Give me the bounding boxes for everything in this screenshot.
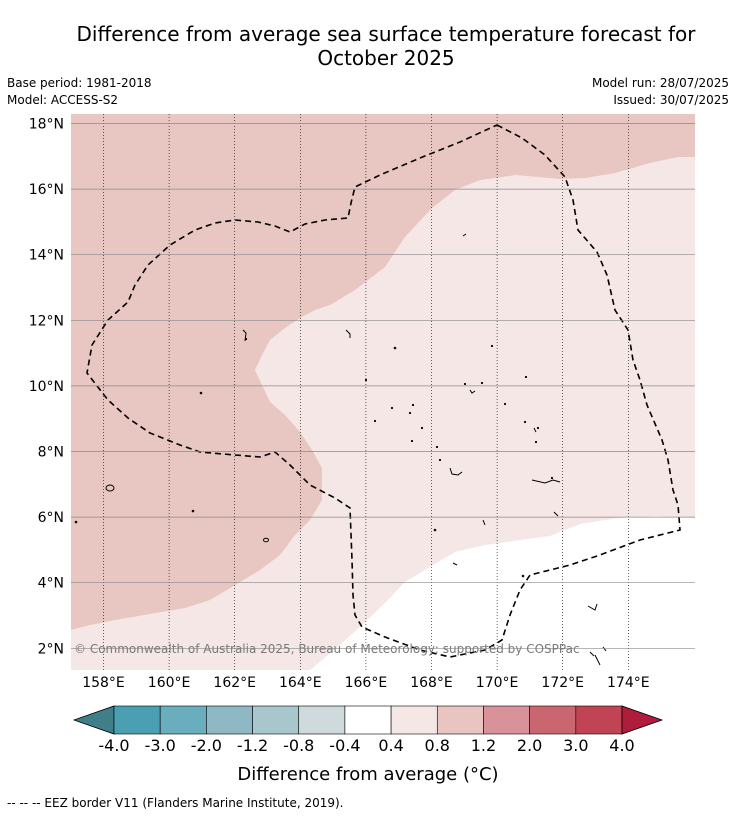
footer-legend-note: -- -- -- EEZ border V11 (Flanders Marine… xyxy=(7,796,344,810)
longitude-tick-label: 170°E xyxy=(476,675,519,691)
colorbar-tick-label: -0.8 xyxy=(283,736,314,755)
colorbar-segment xyxy=(344,705,392,735)
meta-left: Base period: 1981-2018 Model: ACCESS-S2 xyxy=(7,75,152,109)
colorbar-tick-label: 2.0 xyxy=(517,736,542,755)
longitude-tick-label: 158°E xyxy=(82,675,125,691)
colorbar-tick-label: -2.0 xyxy=(191,736,222,755)
eez-border xyxy=(86,124,681,658)
colorbar-extension-low xyxy=(72,705,115,735)
longitude-tick-label: 162°E xyxy=(213,675,256,691)
colorbar-segment xyxy=(298,705,346,735)
colorbar-tick-label: 4.0 xyxy=(609,736,634,755)
island-outlines xyxy=(74,233,607,666)
colorbar-segment xyxy=(483,705,530,735)
colorbar-tick-label: 0.8 xyxy=(425,736,450,755)
colorbar-tick-label: -4.0 xyxy=(98,736,129,755)
latitude-tick-label: 10°N xyxy=(29,379,64,395)
title-line-1: Difference from average sea surface temp… xyxy=(76,22,696,46)
base-period: Base period: 1981-2018 xyxy=(7,76,152,90)
colorbar-label: Difference from average (°C) xyxy=(237,764,498,785)
longitude-tick-label: 160°E xyxy=(148,675,191,691)
colorbar-segment xyxy=(575,705,623,735)
colorbar-segment xyxy=(436,705,484,735)
colorbar-tick-label: -0.4 xyxy=(329,736,360,755)
colorbar-tick-label: 3.0 xyxy=(563,736,588,755)
colorbar-segment xyxy=(159,705,207,735)
anomaly-band-neutral xyxy=(310,516,695,670)
sst-anomaly-map: © Commonwealth of Australia 2025, Bureau… xyxy=(71,114,695,670)
issued-date: Issued: 30/07/2025 xyxy=(613,93,729,107)
colorbar: -4.0 -3.0 -2.0 -1.2 -0.8 -0.4 0.4 0.8 1.2 2.0 3.0 4… xyxy=(72,705,664,755)
colorbar-tick-label: -1.2 xyxy=(237,736,268,755)
latitude-tick-label: 16°N xyxy=(29,182,64,198)
longitude-tick-label: 174°E xyxy=(607,675,650,691)
colorbar-tick-label: 1.2 xyxy=(471,736,496,755)
map-title: Difference from average sea surface temp… xyxy=(0,22,736,70)
longitude-tick-label: 168°E xyxy=(410,675,453,691)
model-run: Model run: 28/07/2025 xyxy=(591,76,729,90)
colorbar-segment xyxy=(206,705,253,735)
latitude-tick-label: 4°N xyxy=(38,576,64,592)
colorbar-segment xyxy=(252,705,300,735)
longitude-axis: 158°E 160°E 162°E 164°E 166°E 168°E 170°E 172°E… xyxy=(82,675,649,691)
model-name: Model: ACCESS-S2 xyxy=(7,93,119,107)
latitude-tick-label: 8°N xyxy=(38,445,64,461)
latitude-tick-label: 18°N xyxy=(29,117,64,133)
colorbar-segment xyxy=(390,705,438,735)
longitude-tick-label: 164°E xyxy=(279,675,322,691)
longitude-tick-label: 166°E xyxy=(345,675,388,691)
title-line-2: October 2025 xyxy=(317,46,455,70)
longitude-tick-label: 172°E xyxy=(541,675,584,691)
colorbar-segment xyxy=(529,705,577,735)
latitude-tick-label: 2°N xyxy=(38,641,64,657)
colorbar-extension-high xyxy=(621,705,664,735)
latitude-tick-label: 12°N xyxy=(29,313,64,329)
colorbar-segment xyxy=(113,705,161,735)
latitude-tick-label: 14°N xyxy=(29,248,64,264)
colorbar-tick-label: 0.4 xyxy=(378,736,403,755)
colorbar-tick-label: -3.0 xyxy=(145,736,176,755)
copyright-notice: © Commonwealth of Australia 2025, Bureau… xyxy=(74,642,580,656)
gridlines xyxy=(71,114,695,670)
latitude-axis: 18°N 16°N 14°N 12°N 10°N 8°N 6°N 4°N 2°N xyxy=(29,117,64,658)
latitude-tick-label: 6°N xyxy=(38,510,64,526)
meta-right: Model run: 28/07/2025 Issued: 30/07/2025 xyxy=(592,75,729,109)
